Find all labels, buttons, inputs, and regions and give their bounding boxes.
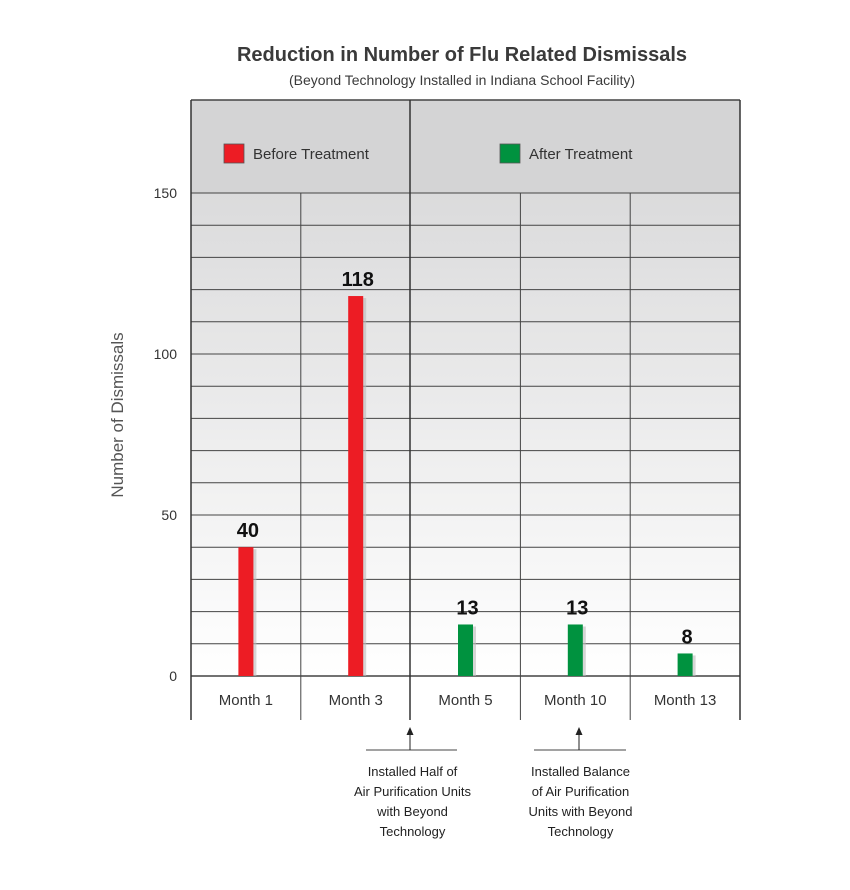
annotation-line: of Air Purification: [531, 784, 630, 799]
legend-label: Before Treatment: [253, 146, 370, 163]
y-tick-label: 50: [161, 507, 177, 523]
y-axis-label: Number of Dismissals: [108, 332, 127, 497]
data-label: 8: [682, 626, 693, 648]
bar: [458, 624, 473, 676]
x-tick-label: Month 10: [544, 692, 607, 709]
legend-label: After Treatment: [529, 146, 633, 163]
annotation-line: with Beyond: [377, 804, 448, 819]
annotation-half-install: Installed Half of Air Purification Units w…: [330, 762, 495, 842]
annotation-line: Technology: [547, 824, 614, 839]
data-label: 13: [566, 597, 588, 619]
annotation-arrow-head: [406, 727, 414, 735]
bar: [567, 624, 583, 676]
legend-swatch: [499, 143, 521, 164]
x-tick-label: Month 5: [438, 692, 492, 709]
data-label: 13: [456, 597, 478, 619]
legend-band: [191, 100, 740, 193]
data-label: 40: [237, 520, 259, 542]
data-label: 118: [342, 269, 374, 291]
annotation-line: Technology: [379, 824, 446, 839]
bar: [238, 547, 254, 676]
y-tick-label: 150: [154, 185, 178, 201]
x-tick-label: Month 1: [219, 692, 273, 709]
annotation-line: Installed Half of: [367, 764, 458, 779]
annotation-arrow-head: [575, 727, 583, 735]
plot-background: [191, 100, 740, 676]
annotation-line: Installed Balance: [530, 764, 630, 779]
annotation-balance-install: Installed Balance of Air Purification Unit…: [498, 762, 663, 842]
legend-swatch: [223, 143, 245, 164]
annotation-line: Air Purification Units: [353, 784, 472, 799]
annotation-line: Units with Beyond: [528, 804, 633, 819]
chart-subtitle: (Beyond Technology Installed in Indiana …: [288, 72, 636, 88]
y-tick-label: 0: [169, 668, 177, 684]
y-tick-label: 100: [154, 346, 178, 362]
x-tick-label: Month 3: [329, 692, 383, 709]
bar: [677, 653, 693, 676]
bar: [348, 296, 364, 676]
x-tick-label: Month 13: [654, 692, 717, 709]
chart-title: Reduction in Number of Flu Related Dismi…: [236, 44, 688, 66]
